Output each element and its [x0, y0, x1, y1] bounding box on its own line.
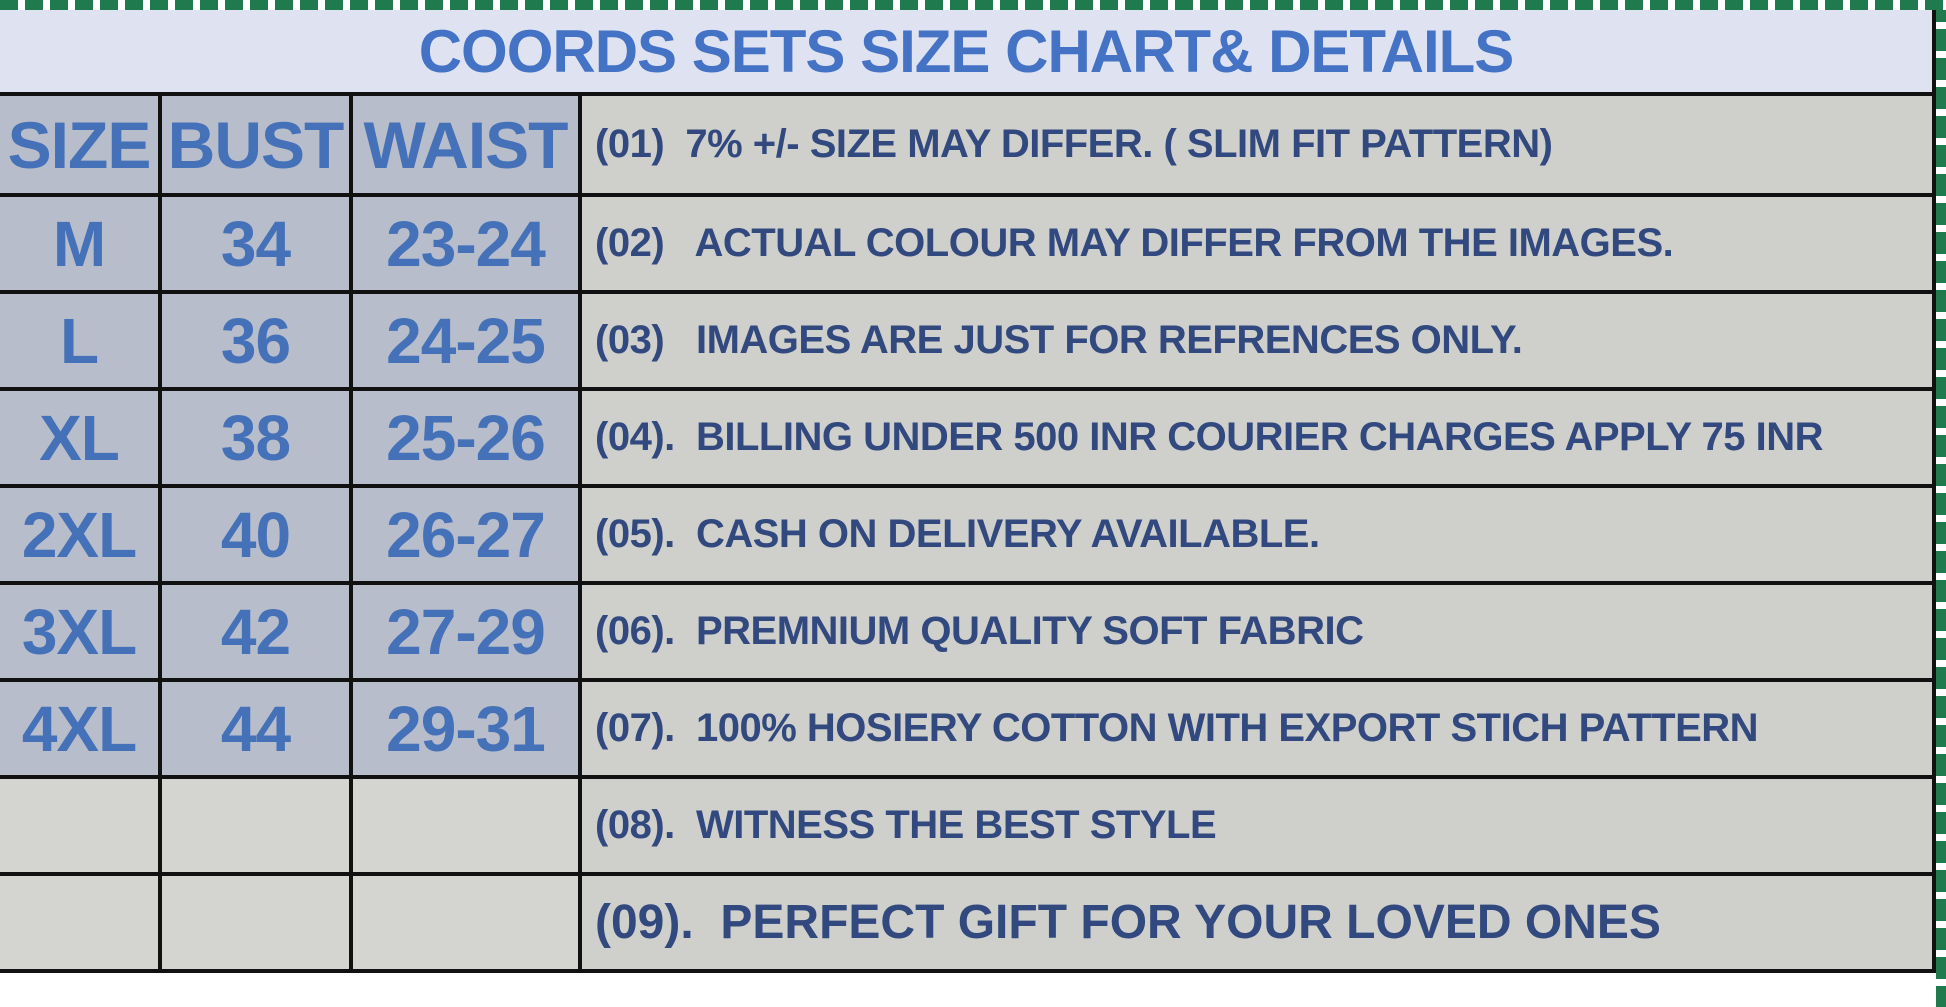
- bust-cell-empty: [162, 779, 353, 872]
- bust-cell-empty: [162, 876, 353, 969]
- table-row-xl: XL 38 25-26 (04). BILLING UNDER 500 INR …: [0, 391, 1932, 488]
- bust-cell: 36: [162, 294, 353, 387]
- selection-marquee-right: [1936, 0, 1946, 1007]
- header-row: SIZE BUST WAIST (01) 7% +/- SIZE MAY DIF…: [0, 96, 1932, 197]
- note-cell-08: (08). WITNESS THE BEST STYLE: [582, 779, 1932, 872]
- table-row-2xl: 2XL 40 26-27 (05). CASH ON DELIVERY AVAI…: [0, 488, 1932, 585]
- column-header-size: SIZE: [0, 96, 162, 193]
- waist-cell: 27-29: [353, 585, 582, 678]
- waist-cell-empty: [353, 779, 582, 872]
- chart-title: COORDS SETS SIZE CHART& DETAILS: [418, 17, 1515, 85]
- bust-cell: 34: [162, 197, 353, 290]
- selection-marquee-top: [0, 0, 1946, 10]
- size-cell: 4XL: [0, 682, 162, 775]
- note-cell-01: (01) 7% +/- SIZE MAY DIFFER. ( SLIM FIT …: [582, 96, 1932, 193]
- size-chart-table: SIZE BUST WAIST (01) 7% +/- SIZE MAY DIF…: [0, 96, 1932, 973]
- size-cell-empty: [0, 779, 162, 872]
- note-cell-06: (06). PREMNIUM QUALITY SOFT FABRIC: [582, 585, 1932, 678]
- note-cell-02: (02) ACTUAL COLOUR MAY DIFFER FROM THE I…: [582, 197, 1932, 290]
- note-cell-03: (03) IMAGES ARE JUST FOR REFRENCES ONLY.: [582, 294, 1932, 387]
- bust-cell: 40: [162, 488, 353, 581]
- size-cell: 2XL: [0, 488, 162, 581]
- size-cell: M: [0, 197, 162, 290]
- table-row-3xl: 3XL 42 27-29 (06). PREMNIUM QUALITY SOFT…: [0, 585, 1932, 682]
- table-row-empty-1: (08). WITNESS THE BEST STYLE: [0, 779, 1932, 876]
- bust-cell: 42: [162, 585, 353, 678]
- note-cell-05: (05). CASH ON DELIVERY AVAILABLE.: [582, 488, 1932, 581]
- waist-cell: 24-25: [353, 294, 582, 387]
- waist-cell: 23-24: [353, 197, 582, 290]
- table-row-l: L 36 24-25 (03) IMAGES ARE JUST FOR REFR…: [0, 294, 1932, 391]
- bust-cell: 44: [162, 682, 353, 775]
- size-cell: XL: [0, 391, 162, 484]
- size-cell-empty: [0, 876, 162, 969]
- column-header-bust: BUST: [162, 96, 353, 193]
- table-row-empty-2: (09). PERFECT GIFT FOR YOUR LOVED ONES: [0, 876, 1932, 973]
- note-cell-04: (04). BILLING UNDER 500 INR COURIER CHAR…: [582, 391, 1932, 484]
- note-cell-09: (09). PERFECT GIFT FOR YOUR LOVED ONES: [582, 876, 1932, 969]
- column-header-waist: WAIST: [353, 96, 582, 193]
- title-bar: COORDS SETS SIZE CHART& DETAILS: [0, 10, 1932, 96]
- size-cell: L: [0, 294, 162, 387]
- table-row-m: M 34 23-24 (02) ACTUAL COLOUR MAY DIFFER…: [0, 197, 1932, 294]
- bust-cell: 38: [162, 391, 353, 484]
- waist-cell-empty: [353, 876, 582, 969]
- size-cell: 3XL: [0, 585, 162, 678]
- waist-cell: 29-31: [353, 682, 582, 775]
- table-row-4xl: 4XL 44 29-31 (07). 100% HOSIERY COTTON W…: [0, 682, 1932, 779]
- note-cell-07: (07). 100% HOSIERY COTTON WITH EXPORT ST…: [582, 682, 1932, 775]
- waist-cell: 26-27: [353, 488, 582, 581]
- sheet-content: COORDS SETS SIZE CHART& DETAILS SIZE BUS…: [0, 10, 1936, 973]
- waist-cell: 25-26: [353, 391, 582, 484]
